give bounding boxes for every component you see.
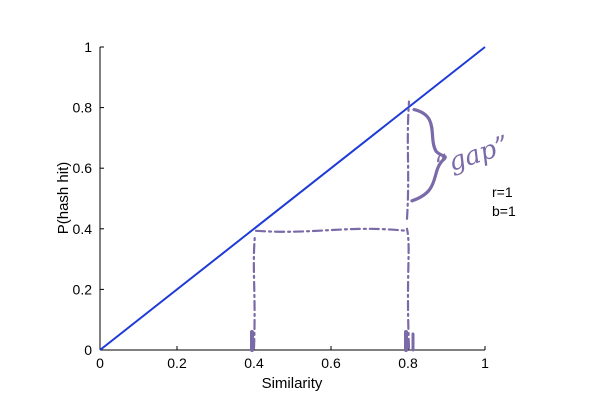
y-tick-label: 0.4: [73, 221, 93, 237]
y-tick-label: 0.2: [73, 281, 93, 297]
plot-area: [99, 47, 485, 351]
x-tick-label: 0.4: [244, 355, 264, 371]
y-tick-label: 0: [84, 342, 92, 358]
param-b-label: b=1: [492, 203, 516, 219]
x-tick-label: 0: [96, 355, 104, 371]
y-tick-label: 0.6: [73, 160, 93, 176]
series-line: [99, 46, 486, 351]
annotation-layer: [250, 100, 447, 352]
y-axis-label: P(hash hit): [55, 162, 72, 235]
series-layer: [99, 46, 486, 351]
gap-vertical-right-upper: [405, 100, 411, 220]
x-tick-label: 0.2: [167, 355, 187, 371]
x-tick-label: 1: [481, 355, 489, 371]
gap-horizontal: [254, 227, 408, 233]
y-tick-label: 1: [84, 39, 92, 55]
param-r-label: r=1: [492, 184, 513, 200]
gap-annotation-text: “gap”: [432, 130, 513, 182]
x-tick-label: 0.6: [321, 355, 341, 371]
x-ticks: 0 0.2 0.4 0.6 0.8 1: [96, 346, 489, 371]
gap-vertical-left: [252, 233, 257, 350]
gap-brace: [410, 108, 447, 203]
x-axis-label: Similarity: [262, 375, 323, 392]
x-tick-label: 0.8: [398, 355, 418, 371]
gap-vertical-right-lower: [405, 227, 411, 350]
y-ticks: 0 0.2 0.4 0.6 0.8 1: [73, 39, 104, 358]
y-tick-label: 0.8: [73, 100, 93, 116]
